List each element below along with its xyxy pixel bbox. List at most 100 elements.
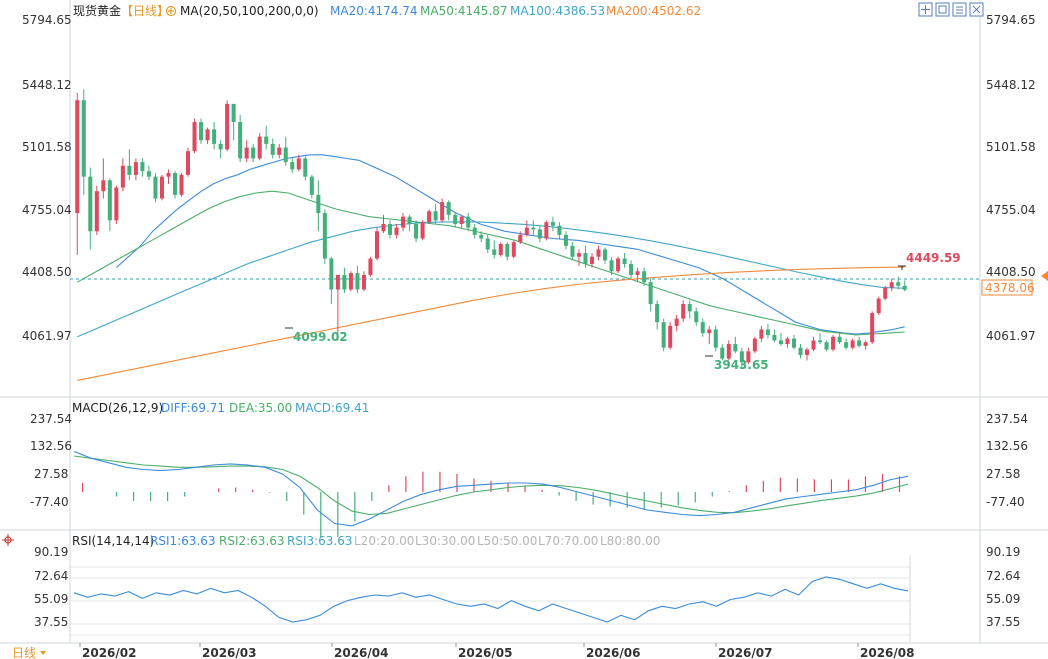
- macd-right-tick: 27.58: [986, 467, 1020, 481]
- candle-body: [831, 336, 836, 350]
- candle-body: [811, 340, 816, 350]
- macd-left-tick: 237.54: [30, 412, 72, 426]
- candle-body: [589, 256, 595, 264]
- x-tick: 2026/04: [334, 646, 388, 659]
- candle-body: [114, 187, 119, 221]
- candle-body: [720, 347, 725, 359]
- zoom-icon[interactable]: [935, 2, 950, 17]
- candle-body: [668, 325, 673, 348]
- rsi-left-axis: 90.19 72.64 55.09 37.55: [34, 545, 68, 629]
- candle-body: [883, 287, 888, 299]
- candle-body: [785, 338, 790, 345]
- candle-body: [453, 214, 458, 224]
- candle-body: [505, 243, 510, 257]
- rsi-settings-icon[interactable]: [2, 534, 14, 546]
- price-left-tick: 5101.58: [22, 140, 72, 154]
- candle-body: [648, 282, 653, 305]
- candle-body: [146, 171, 151, 177]
- candle-body: [342, 274, 347, 290]
- candle-body: [120, 165, 125, 188]
- fullscreen-icon[interactable]: [952, 2, 967, 17]
- candle-body: [205, 129, 210, 141]
- ma20-line: [116, 154, 905, 335]
- ma100-value: MA100:4386.53: [510, 4, 605, 18]
- candle-body: [420, 222, 425, 239]
- candle-body: [674, 318, 679, 326]
- ma200-line: [77, 266, 905, 381]
- period-label[interactable]: 【日线】: [121, 4, 169, 18]
- rsi-l70: L70:70.00: [538, 534, 598, 548]
- candle-body: [101, 180, 106, 192]
- candle-body: [296, 158, 301, 170]
- candle-body: [309, 176, 314, 195]
- x-tick: 2026/03: [202, 646, 256, 659]
- candle-body: [133, 162, 138, 175]
- candle-body: [655, 304, 660, 323]
- candle-body: [765, 329, 770, 335]
- indicator-settings-icon[interactable]: [165, 5, 177, 17]
- price-left-axis: 5794.65 5448.12 5101.58 4755.04 4408.50 …: [22, 13, 72, 343]
- rsi-left-tick: 37.55: [34, 615, 68, 629]
- candle-body: [642, 271, 647, 283]
- candle-body: [88, 176, 93, 232]
- candle-body: [251, 147, 256, 159]
- candle-body: [485, 238, 490, 250]
- low1-annotation: 4099.02: [293, 330, 348, 344]
- candle-body: [570, 245, 575, 257]
- rsi-line: [73, 576, 909, 623]
- macd-left-tick: 27.58: [34, 467, 68, 481]
- candle-body: [759, 329, 764, 339]
- macd-histogram: [81, 471, 901, 537]
- candle-body: [524, 227, 529, 235]
- candle-body: [322, 213, 327, 259]
- candle-body: [94, 191, 99, 232]
- last-price-badge: [981, 279, 1033, 296]
- macd-title: MACD(26,12,9): [72, 401, 163, 415]
- candle-body: [153, 176, 158, 199]
- last-price-arrow-icon: [1041, 271, 1048, 281]
- macd-lines: [73, 450, 909, 527]
- candle-body: [290, 162, 295, 170]
- toolbar: [918, 2, 984, 17]
- rsi-right-axis: 90.19 72.64 55.09 37.55: [986, 545, 1020, 629]
- candle-body: [902, 285, 907, 290]
- candle-body: [172, 173, 178, 195]
- candle-body: [616, 258, 621, 272]
- candle-body: [726, 344, 731, 359]
- chevron-down-icon[interactable]: [40, 651, 46, 655]
- candle-body: [329, 258, 334, 290]
- ma50-line: [77, 190, 905, 336]
- candle-body: [537, 229, 542, 239]
- x-tick: 2026/08: [860, 646, 914, 659]
- candle-body: [231, 103, 236, 123]
- candle-body: [159, 176, 164, 199]
- candle-body: [557, 225, 562, 235]
- x-axis: 2026/02 2026/03 2026/04 2026/05 2026/06 …: [79, 643, 914, 659]
- candle-body: [270, 143, 275, 155]
- price-left-tick: 5794.65: [22, 13, 72, 27]
- candle-body: [609, 260, 614, 272]
- candle-body: [374, 231, 379, 259]
- candle-body: [192, 122, 197, 152]
- candle-body: [583, 253, 588, 264]
- candle-body: [889, 282, 894, 288]
- rsi-left-tick: 72.64: [34, 569, 68, 583]
- candle-body: [694, 311, 699, 323]
- candle-body: [303, 158, 308, 177]
- candle-body: [225, 103, 230, 150]
- rsi3-value: RSI3:63.63: [287, 534, 353, 548]
- high-marker: [898, 265, 906, 270]
- rsi2-value: RSI2:63.63: [219, 534, 285, 548]
- price-left-tick: 5448.12: [22, 78, 72, 92]
- crosshair-icon[interactable]: [918, 2, 933, 17]
- period-selector[interactable]: 日线: [12, 646, 36, 659]
- macd-right-tick: 237.54: [986, 412, 1028, 426]
- settings-icon[interactable]: [969, 2, 984, 17]
- candle-body: [414, 223, 419, 239]
- candle-body: [81, 100, 86, 177]
- macd-left-tick: -77.40: [30, 495, 69, 509]
- candle-body: [264, 136, 269, 144]
- price-left-tick: 4755.04: [22, 203, 72, 217]
- rsi-left-tick: 90.19: [34, 545, 68, 559]
- macd-right-axis: 237.54 132.56 27.58 -77.40: [986, 412, 1028, 509]
